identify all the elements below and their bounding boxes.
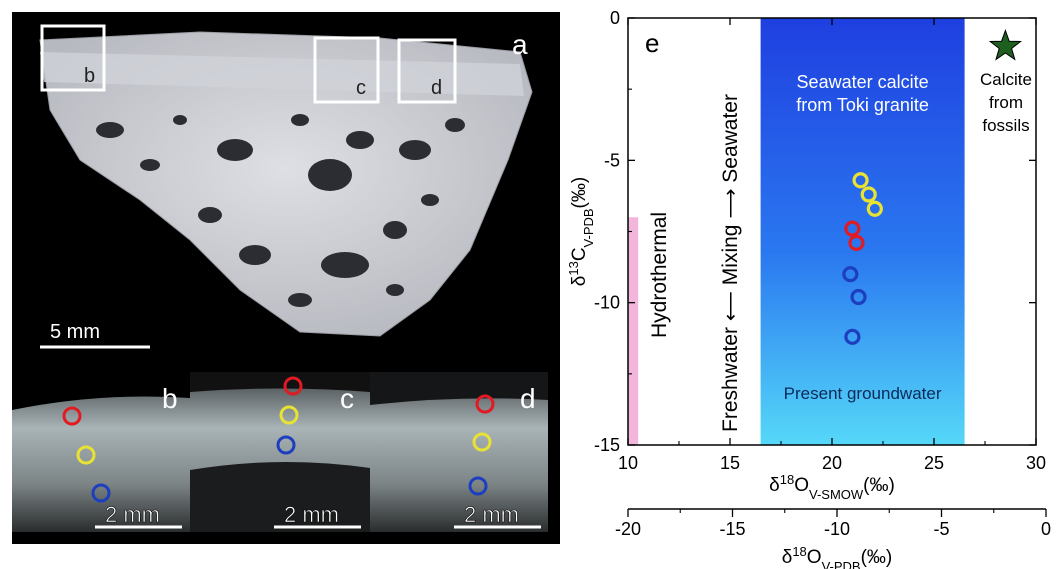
zoom-label-b: b: [84, 65, 95, 87]
mixing-label: Freshwater ⟵ Mixing ⟶ Seawater: [719, 94, 742, 432]
scale-label-main: 5 mm: [50, 321, 100, 343]
secondary-x-axis-label-unit: (‰): [861, 547, 893, 568]
x-axis-label-sub: V-SMOW: [809, 487, 864, 502]
inset-photos: b c d 2 mm 2 mm 2 mm: [12, 372, 548, 532]
secondary-x-tick-label: -10: [824, 519, 850, 539]
seawater-calcite-label-line2: from Toki granite: [796, 95, 929, 115]
inset-d-scale-label: 2 mm: [464, 502, 519, 527]
x-axis-label-sup: 18: [780, 472, 794, 487]
fossil-star-marker: [990, 31, 1020, 60]
secondary-x-axis-label-base: O: [807, 547, 822, 568]
secondary-x-axis-label-sup: 18: [792, 544, 806, 559]
x-tick-label: 25: [924, 453, 944, 473]
y-tick-label: -5: [604, 150, 620, 170]
y-tick-label: -10: [594, 293, 620, 313]
y-axis-label-base: C: [569, 247, 590, 261]
zoom-label-d: d: [431, 77, 442, 99]
x-axis-label: δ18OV-SMOW(‰): [769, 472, 895, 502]
seawater-calcite-label-line1: Seawater calcite: [797, 72, 929, 92]
present-groundwater-label: Present groundwater: [784, 384, 942, 403]
fossil-label-line2: from: [989, 93, 1023, 112]
secondary-x-axis-label-delta: δ: [782, 547, 793, 568]
y-axis-label-sup: 13: [566, 261, 581, 275]
photo-main: b c d a 5 mm: [12, 12, 560, 372]
y-axis-label-sub: V-PDB: [581, 208, 596, 247]
chart-e: e Hydrothermal Freshwater ⟵ Mixing ⟶ Sea…: [566, 8, 1052, 569]
x-tick-label: 20: [822, 453, 842, 473]
secondary-x-tick-label: 0: [1041, 519, 1051, 539]
secondary-x-axis-label-sub: V-PDB: [822, 559, 861, 569]
x-axis-label-delta: δ: [769, 475, 780, 496]
hydrothermal-label: Hydrothermal: [648, 212, 671, 338]
zoom-label-c: c: [356, 77, 366, 99]
x-axis-label-unit: (‰): [863, 475, 895, 496]
y-tick-label: 0: [610, 8, 620, 28]
secondary-x-tick-label: -15: [719, 519, 745, 539]
x-tick-label: 15: [720, 453, 740, 473]
x-tick-label: 30: [1026, 453, 1046, 473]
inset-b-scale-label: 2 mm: [105, 502, 160, 527]
y-axis-label: δ13CV-PDB(‰): [566, 177, 596, 286]
secondary-x-tick-label: -5: [933, 519, 949, 539]
y-axis-label-delta: δ: [569, 276, 590, 287]
y-tick-label: -15: [594, 435, 620, 455]
region-hydrothermal: [628, 217, 638, 445]
inset-c-scale-label: 2 mm: [284, 502, 339, 527]
inset-label-b: b: [162, 383, 178, 414]
inset-label-d: d: [520, 383, 536, 414]
fossil-label-line3: fossils: [982, 116, 1029, 135]
y-axis-label-unit: (‰): [569, 177, 590, 209]
x-axis-label-base: O: [794, 475, 809, 496]
fossil-label-line1: Calcite: [980, 70, 1032, 89]
x-tick-label: 10: [618, 453, 638, 473]
secondary-x-tick-label: -20: [615, 519, 641, 539]
panel-label-e: e: [645, 28, 659, 58]
inset-c-dark-bottom: [190, 462, 370, 532]
secondary-x-axis-label: δ18OV-PDB(‰): [782, 544, 893, 569]
panel-label-a: a: [512, 29, 528, 60]
inset-label-c: c: [340, 383, 354, 414]
